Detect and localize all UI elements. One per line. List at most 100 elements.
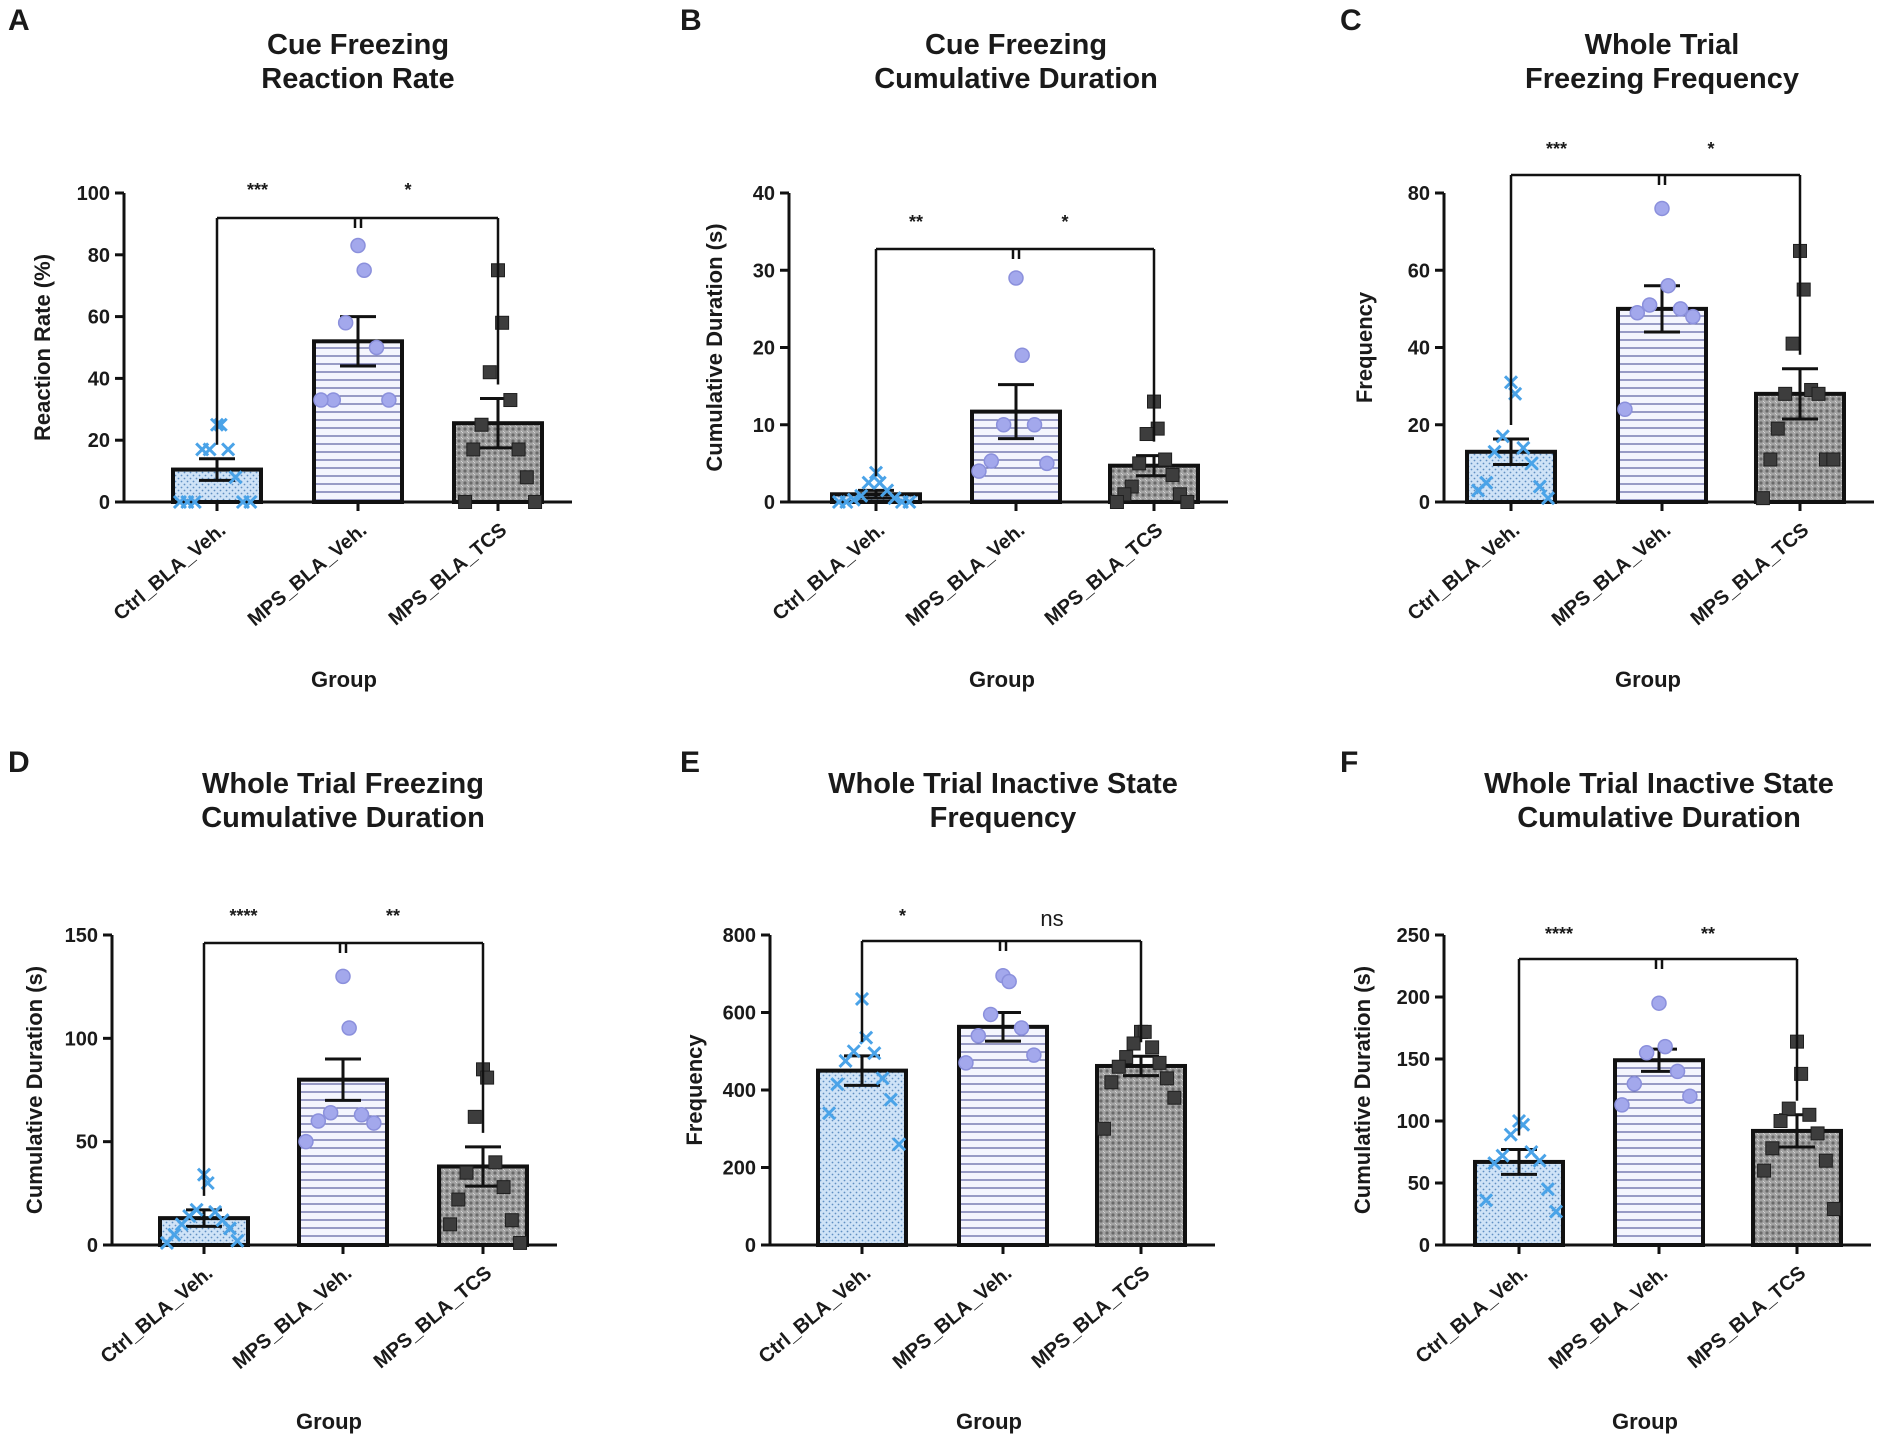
point-ctrl (830, 1077, 845, 1092)
point-tcs (467, 1109, 482, 1124)
point-ctrl (838, 1053, 853, 1068)
point-ctrl-stroke (1495, 429, 1510, 444)
point-tcs (1826, 452, 1841, 467)
y-tick-label: 40 (753, 183, 775, 205)
x-axis-label: Group (311, 667, 377, 692)
y-tick-label: 80 (88, 245, 110, 267)
point-ctrl-stroke (228, 470, 243, 485)
point-mps (298, 1133, 314, 1150)
y-tick-label: 0 (99, 492, 110, 514)
point-ctrl-stroke (159, 1235, 175, 1250)
point-ctrl (867, 1046, 882, 1061)
point-ctrl (1524, 456, 1539, 471)
point-mps (335, 968, 351, 985)
point-ctrl (230, 1233, 245, 1248)
significance-label: **** (229, 906, 257, 926)
y-tick-label: 0 (764, 492, 775, 514)
y-tick-label: 0 (745, 1235, 756, 1257)
y-tick-label: 150 (1397, 1049, 1430, 1071)
point-ctrl (1479, 1193, 1494, 1208)
point-ctrl (891, 1137, 907, 1152)
point-tcs (443, 1217, 458, 1232)
chart-title-line: Cumulative Duration (201, 802, 485, 834)
x-category-label: Ctrl_BLA_Veh. (769, 519, 890, 625)
point-ctrl (243, 494, 258, 510)
point-ctrl-stroke (215, 1213, 230, 1228)
y-axis-label: Cumulative Duration (s) (702, 223, 727, 471)
point-ctrl-stroke (1479, 1193, 1494, 1208)
chart-title-line: Reaction Rate (261, 63, 454, 95)
point-ctrl (1516, 440, 1531, 455)
point-mps (970, 1028, 987, 1044)
point-tcs (1180, 495, 1195, 509)
y-tick-label: 0 (1419, 1235, 1430, 1257)
x-axis-label: Group (956, 1409, 1022, 1434)
x-category-label: MPS_BLA_TCS (1684, 1262, 1811, 1373)
point-mps (350, 237, 366, 254)
point-tcs (466, 442, 481, 457)
point-tcs (1132, 456, 1147, 471)
point-tcs (503, 393, 518, 408)
point-mps (1039, 455, 1055, 472)
x-category-label: MPS_BLA_TCS (370, 1262, 497, 1373)
point-tcs (1811, 386, 1826, 401)
point-ctrl-stroke (1548, 1204, 1564, 1219)
point-ctrl-stroke (208, 1204, 223, 1219)
y-tick-label: 800 (723, 925, 756, 947)
point-mps (1669, 1063, 1686, 1080)
chart-title-line: Whole Trial (1585, 29, 1740, 61)
point-tcs (482, 365, 497, 380)
x-axis-label: Group (1615, 667, 1681, 692)
point-mps (322, 1104, 339, 1121)
point-tcs (1165, 467, 1180, 482)
point-ctrl-stroke (902, 494, 917, 510)
significance-label: * (899, 906, 906, 926)
significance-label: ** (1701, 924, 1715, 944)
x-category-label: Ctrl_BLA_Veh. (755, 1262, 876, 1368)
point-ctrl-stroke (872, 475, 887, 490)
panel-letter: B (680, 4, 702, 37)
point-ctrl-stroke (822, 1106, 837, 1121)
y-axis-label: Frequency (682, 1034, 707, 1146)
y-tick-label: 40 (88, 368, 110, 390)
panel-letter: A (8, 4, 30, 37)
point-mps (1001, 973, 1017, 990)
bar-mps (312, 339, 404, 504)
point-mps (1026, 1047, 1042, 1063)
point-tcs (1802, 1107, 1817, 1122)
point-ctrl-stroke (1532, 1153, 1547, 1168)
point-mps (1638, 1045, 1655, 1061)
point-mps (1685, 308, 1701, 325)
y-tick-label: 0 (87, 1235, 98, 1257)
chart-title-line: Cue Freezing (267, 29, 449, 61)
point-ctrl (1487, 1156, 1502, 1171)
point-mps (310, 1113, 327, 1129)
y-axis-label: Reaction Rate (%) (30, 254, 55, 441)
point-ctrl-stroke (875, 1071, 890, 1086)
point-tcs (1096, 1121, 1111, 1136)
point-tcs (1773, 1114, 1788, 1128)
point-ctrl-stroke (1532, 479, 1547, 494)
chart-title-line: Freezing Frequency (1525, 63, 1799, 95)
point-ctrl-stroke (1471, 483, 1486, 498)
point-ctrl (883, 1092, 898, 1107)
point-tcs (1770, 421, 1785, 436)
point-tcs (474, 417, 489, 432)
significance-label: ** (386, 906, 400, 926)
point-ctrl-stroke (861, 475, 876, 490)
point-ctrl (875, 1071, 890, 1086)
y-axis-label: Cumulative Duration (s) (1350, 966, 1375, 1214)
point-tcs (1158, 452, 1173, 467)
significance-label: *** (247, 180, 268, 200)
point-tcs (458, 495, 473, 509)
point-tcs (1111, 1059, 1126, 1074)
point-ctrl-stroke (1540, 491, 1556, 506)
point-ctrl (831, 494, 847, 510)
panel-letter: F (1340, 746, 1358, 779)
point-ctrl (222, 1221, 237, 1236)
point-tcs (1152, 1055, 1167, 1070)
point-tcs (1755, 491, 1770, 506)
